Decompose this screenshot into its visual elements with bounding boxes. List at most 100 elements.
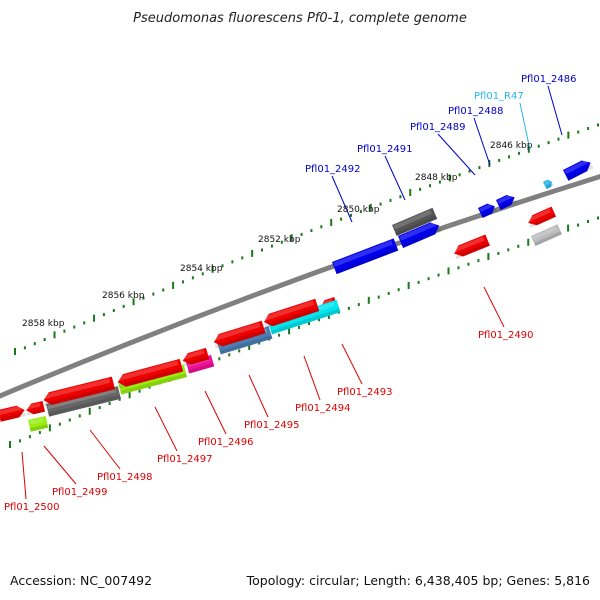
leader-line bbox=[437, 133, 476, 176]
gene-reverse-extra-3[interactable] bbox=[181, 347, 210, 367]
gene-label-reverse[interactable]: Pfl01_2499 bbox=[52, 487, 108, 498]
gene-reverse-extra-6[interactable] bbox=[25, 400, 46, 416]
accession-text: Accession: NC_007492 bbox=[10, 573, 152, 588]
gene-2492[interactable] bbox=[332, 238, 399, 275]
bottom-minor-tick bbox=[78, 414, 81, 418]
scale-label: 2852 kbp bbox=[258, 235, 301, 245]
bottom-minor-tick bbox=[68, 418, 71, 422]
bottom-minor-tick bbox=[377, 295, 380, 299]
gene-label-reverse[interactable]: Pfl01_2497 bbox=[157, 454, 213, 465]
gene-2486[interactable] bbox=[563, 157, 594, 181]
gene-label-reverse[interactable]: Pfl01_2493 bbox=[337, 387, 393, 398]
top-minor-tick bbox=[300, 232, 303, 236]
top-minor-tick bbox=[419, 187, 422, 191]
gene-2489[interactable] bbox=[478, 201, 498, 218]
gene-label-forward[interactable]: Pfl01_2491 bbox=[357, 144, 413, 155]
bottom-major-tick bbox=[527, 238, 530, 246]
top-minor-tick bbox=[349, 213, 352, 217]
gene-2500[interactable] bbox=[0, 404, 27, 422]
top-minor-tick bbox=[23, 346, 26, 350]
gene-2488[interactable] bbox=[496, 192, 517, 210]
top-minor-tick bbox=[389, 198, 392, 202]
gene-label-forward[interactable]: Pfl01_2488 bbox=[448, 106, 504, 117]
top-minor-tick bbox=[270, 244, 273, 248]
top-major-tick bbox=[448, 174, 451, 182]
bottom-minor-tick bbox=[238, 349, 241, 353]
bottom-minor-tick bbox=[98, 406, 101, 410]
top-major-tick bbox=[369, 203, 372, 211]
leader-line bbox=[204, 390, 227, 435]
gene-reverse-extra-2[interactable] bbox=[262, 298, 320, 329]
bottom-minor-tick bbox=[577, 223, 580, 227]
bottom-minor-tick bbox=[138, 389, 141, 393]
bottom-minor-tick bbox=[347, 306, 350, 310]
gene-2490[interactable] bbox=[452, 234, 490, 260]
gene-2491[interactable] bbox=[398, 220, 442, 248]
top-minor-tick bbox=[478, 166, 481, 170]
gene-reverse-extra-4[interactable] bbox=[116, 358, 184, 389]
gene-label-reverse[interactable]: Pfl01_2495 bbox=[244, 420, 300, 431]
leader-line bbox=[154, 406, 178, 452]
top-minor-tick bbox=[33, 342, 36, 346]
gene-2499[interactable] bbox=[28, 415, 49, 432]
top-minor-tick bbox=[221, 264, 224, 268]
gene-label-forward[interactable]: Pfl01_2486 bbox=[521, 74, 577, 85]
bottom-minor-tick bbox=[437, 273, 440, 277]
bottom-minor-tick bbox=[38, 431, 41, 435]
top-major-tick bbox=[409, 189, 412, 197]
gene-label-reverse[interactable]: Pfl01_2498 bbox=[97, 472, 153, 483]
scale-label: 2856 kbp bbox=[102, 291, 145, 301]
top-minor-tick bbox=[280, 240, 283, 244]
bottom-minor-tick bbox=[427, 277, 430, 281]
top-minor-tick bbox=[517, 151, 520, 155]
leader-line bbox=[21, 451, 27, 500]
scale-label: 2858 kbp bbox=[22, 319, 65, 329]
gene-label-reverse[interactable]: Pfl01_2496 bbox=[198, 437, 254, 448]
bottom-minor-tick bbox=[148, 385, 151, 389]
top-major-tick bbox=[132, 298, 135, 306]
bottom-minor-tick bbox=[18, 439, 21, 443]
leader-line bbox=[248, 374, 269, 418]
top-major-tick bbox=[527, 145, 530, 153]
top-minor-tick bbox=[83, 321, 86, 325]
bottom-minor-tick bbox=[28, 435, 31, 439]
top-minor-tick bbox=[379, 202, 382, 206]
feature-track bbox=[0, 157, 594, 432]
top-minor-tick bbox=[320, 225, 323, 229]
label-leaders bbox=[21, 85, 563, 500]
gene-label-reverse[interactable]: Pfl01_2490 bbox=[478, 330, 534, 341]
gene-label-reverse[interactable]: Pfl01_2500 bbox=[4, 502, 60, 513]
bottom-minor-tick bbox=[517, 244, 520, 248]
top-minor-tick bbox=[429, 184, 432, 188]
gene-dark[interactable] bbox=[392, 207, 438, 237]
gene-label-forward[interactable]: Pfl01_2489 bbox=[410, 122, 466, 133]
top-major-tick bbox=[172, 281, 175, 289]
bottom-minor-tick bbox=[497, 251, 500, 255]
gene-red-small[interactable] bbox=[526, 206, 557, 229]
bottom-major-tick bbox=[88, 407, 91, 415]
gene-label-reverse[interactable]: Pfl01_2494 bbox=[295, 403, 351, 414]
gene-reverse-extra-5[interactable] bbox=[42, 376, 116, 407]
top-minor-tick bbox=[102, 313, 105, 317]
top-minor-tick bbox=[122, 304, 125, 308]
bottom-minor-tick bbox=[317, 318, 320, 322]
gene-light-gray[interactable] bbox=[531, 224, 562, 247]
scale-label: 2848 kbp bbox=[415, 173, 458, 183]
gene-reverse-extra-1[interactable] bbox=[212, 320, 266, 349]
gene-R47[interactable] bbox=[543, 178, 554, 190]
top-minor-tick bbox=[438, 180, 441, 184]
gene-label-forward[interactable]: Pfl01_R47 bbox=[474, 91, 524, 102]
top-minor-tick bbox=[340, 217, 343, 221]
top-minor-tick bbox=[557, 137, 560, 141]
bottom-major-tick bbox=[567, 224, 570, 232]
top-minor-tick bbox=[73, 325, 76, 329]
top-minor-tick bbox=[112, 308, 115, 312]
bottom-minor-tick bbox=[587, 220, 590, 224]
bottom-minor-tick bbox=[597, 216, 599, 220]
gene-label-forward[interactable]: Pfl01_2492 bbox=[305, 164, 361, 175]
top-minor-tick bbox=[310, 229, 313, 233]
bottom-minor-tick bbox=[218, 357, 221, 361]
genome-stats-text: Topology: circular; Length: 6,438,405 bp… bbox=[246, 573, 590, 588]
bottom-major-tick bbox=[367, 296, 370, 304]
